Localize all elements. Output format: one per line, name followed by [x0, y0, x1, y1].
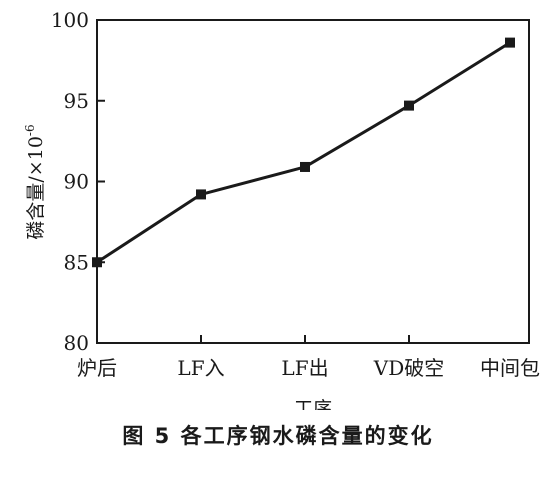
x-tick-label: LF入 — [177, 356, 224, 380]
y-tick-label: 80 — [64, 331, 89, 355]
data-point-marker — [92, 257, 102, 268]
svg-text:磷含量/×10-6: 磷含量/×10-6 — [23, 124, 47, 239]
figure-caption: 图 5 各工序钢水磷含量的变化 — [122, 424, 434, 448]
y-tick-label: 95 — [64, 89, 89, 113]
data-point-marker — [505, 37, 515, 48]
x-tick-label: LF出 — [281, 356, 328, 380]
data-point-marker — [404, 100, 414, 111]
x-tick-label: VD破空 — [373, 356, 444, 380]
x-tick-label: 炉后 — [77, 356, 117, 380]
y-axis-title-exponent: -6 — [23, 124, 37, 136]
x-axis-ticks: 炉后 LF入 LF出 VD破空 中间包 — [77, 335, 540, 380]
data-point-marker — [196, 189, 206, 200]
chart: 80 85 90 95 100 炉后 LF入 LF出 VD破空 中间包 工序 磷含量/×10-6 — [23, 8, 540, 410]
y-tick-label: 100 — [51, 8, 89, 32]
y-tick-label: 85 — [64, 250, 89, 274]
y-axis-title: 磷含量/×10-6 — [23, 124, 47, 239]
data-point-marker — [300, 161, 310, 172]
y-axis-title-main: 磷含量/×10 — [25, 136, 47, 240]
y-tick-label: 90 — [64, 170, 89, 194]
x-tick-label: 中间包 — [480, 356, 540, 380]
series-line — [96, 41, 511, 264]
series-layer — [92, 37, 515, 268]
plot-frame — [96, 19, 530, 344]
x-axis-title: 工序 — [294, 398, 332, 410]
y-axis-ticks: 80 85 90 95 100 — [51, 8, 105, 355]
